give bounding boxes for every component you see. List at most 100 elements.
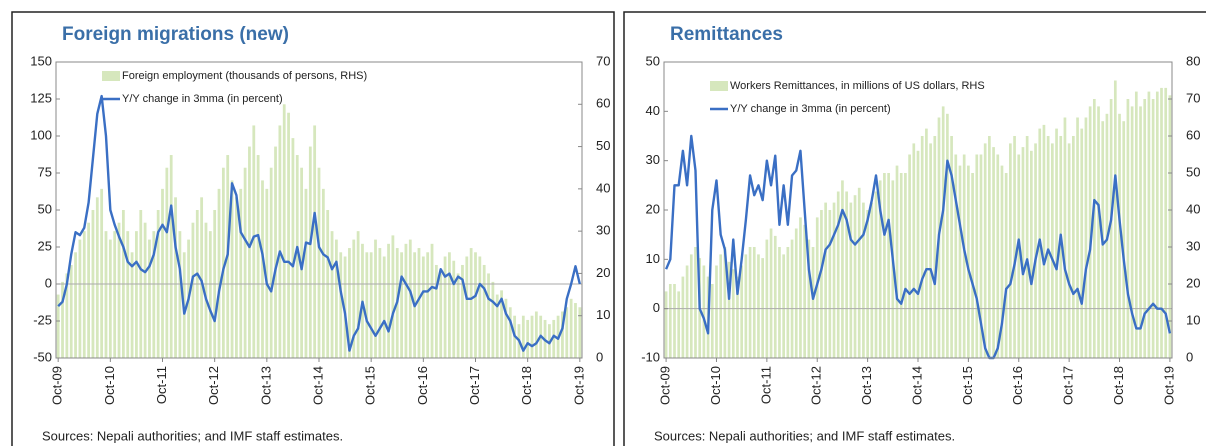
bar <box>78 239 82 358</box>
bar <box>1134 91 1138 358</box>
bar <box>710 284 714 358</box>
x-tick-label: Oct-19 <box>571 366 586 405</box>
bar <box>773 235 777 358</box>
y2-tick-label: 30 <box>596 223 610 238</box>
bar <box>1030 150 1033 358</box>
y-tick-label: 40 <box>646 103 660 118</box>
bar <box>761 258 765 358</box>
bar <box>474 252 477 358</box>
bar <box>204 222 208 358</box>
y-tick-label: 150 <box>30 53 52 68</box>
y-tick-label: -25 <box>33 312 52 327</box>
bar <box>757 254 760 358</box>
bar <box>748 247 752 358</box>
bar <box>61 281 64 358</box>
bar <box>143 222 147 358</box>
bar <box>983 143 987 358</box>
y-tick-label: 20 <box>646 201 660 216</box>
y2-tick-label: 70 <box>1186 90 1200 105</box>
bar <box>1063 117 1067 358</box>
chart-title: Remittances <box>670 24 783 45</box>
bar <box>82 231 86 358</box>
bar <box>769 228 773 358</box>
y-tick-label: 125 <box>30 90 52 105</box>
bar <box>736 276 739 358</box>
x-tick-label: Oct-09 <box>50 366 65 405</box>
bar <box>521 315 525 358</box>
bar <box>1025 136 1029 358</box>
bar <box>374 239 377 358</box>
y-tick-label: 0 <box>45 275 52 290</box>
bar <box>461 264 464 358</box>
y2-tick-label: 40 <box>596 180 610 195</box>
bar <box>200 197 204 358</box>
bar <box>752 247 756 358</box>
bar <box>482 264 486 358</box>
bar <box>1151 99 1155 358</box>
bar <box>478 256 482 358</box>
bar <box>689 254 693 358</box>
bar <box>174 197 177 358</box>
bar <box>1017 154 1021 358</box>
bar <box>561 311 564 358</box>
bar <box>1160 87 1163 359</box>
bar <box>1097 106 1100 359</box>
bar <box>221 167 225 358</box>
bar <box>465 256 469 358</box>
bar <box>1113 80 1117 358</box>
bar <box>668 284 672 358</box>
y-tick-label: 25 <box>38 238 52 253</box>
bar <box>836 191 840 358</box>
bar <box>799 217 802 358</box>
bar <box>152 231 156 358</box>
bar <box>1076 117 1079 358</box>
bar <box>866 210 869 358</box>
y-tick-label: -10 <box>641 349 660 364</box>
bar <box>304 188 308 358</box>
bar <box>456 273 460 358</box>
bar <box>1009 143 1012 358</box>
bar <box>178 231 182 358</box>
chart-title: Foreign migrations (new) <box>62 24 289 45</box>
bar <box>895 165 899 358</box>
bar <box>723 247 727 358</box>
bar <box>946 113 949 358</box>
bar <box>975 154 979 358</box>
bar <box>962 154 966 358</box>
bar <box>664 291 668 358</box>
bar <box>443 256 447 358</box>
bar <box>677 291 681 358</box>
y-tick-label: 100 <box>30 127 52 142</box>
bar <box>334 239 338 358</box>
bar <box>565 307 569 358</box>
bar <box>448 252 451 358</box>
bar <box>487 273 490 358</box>
bar <box>339 252 343 358</box>
bar <box>740 265 744 358</box>
source-note: Sources: Nepali authorities; and IMF sta… <box>654 428 955 443</box>
bar <box>862 202 865 358</box>
bar <box>439 273 443 358</box>
y-tick-label: -50 <box>33 349 52 364</box>
bar <box>874 191 878 358</box>
bar <box>69 264 73 358</box>
bar <box>1092 99 1096 358</box>
bar <box>1088 106 1092 359</box>
bar <box>765 239 769 358</box>
bar <box>569 298 573 358</box>
bar <box>1130 106 1134 359</box>
bar <box>526 319 530 358</box>
legend-swatch <box>102 71 120 81</box>
bar <box>100 188 104 358</box>
bar <box>1084 117 1088 358</box>
bar <box>794 228 798 358</box>
bar <box>165 167 169 358</box>
bar <box>845 191 848 358</box>
y2-tick-label: 30 <box>1186 238 1200 253</box>
bar <box>1034 143 1037 358</box>
x-tick-label: Oct-17 <box>1061 366 1076 405</box>
bar <box>148 239 151 358</box>
bar <box>317 167 321 358</box>
bar <box>352 239 356 358</box>
x-tick-label: Oct-15 <box>960 366 975 405</box>
